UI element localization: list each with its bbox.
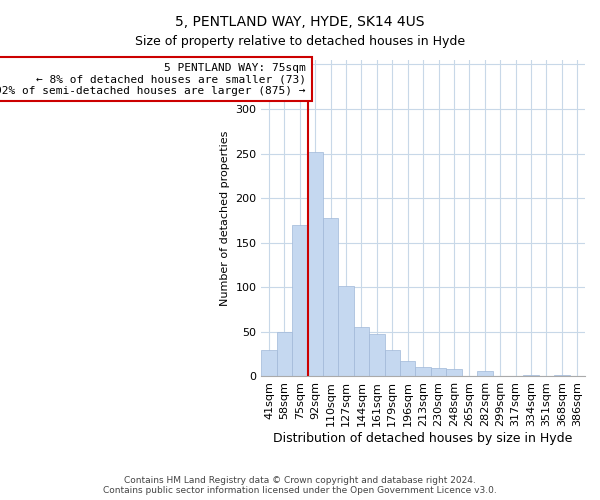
Bar bbox=[477, 371, 493, 376]
Bar bbox=[338, 286, 354, 376]
Bar bbox=[415, 366, 431, 376]
Bar bbox=[261, 350, 277, 376]
Bar bbox=[554, 374, 569, 376]
Bar bbox=[385, 350, 400, 376]
Bar bbox=[446, 370, 461, 376]
Bar bbox=[369, 334, 385, 376]
Bar bbox=[292, 225, 308, 376]
Text: 5 PENTLAND WAY: 75sqm
← 8% of detached houses are smaller (73)
92% of semi-detac: 5 PENTLAND WAY: 75sqm ← 8% of detached h… bbox=[0, 62, 306, 96]
Text: Contains HM Land Registry data © Crown copyright and database right 2024.
Contai: Contains HM Land Registry data © Crown c… bbox=[103, 476, 497, 495]
Bar bbox=[431, 368, 446, 376]
Bar bbox=[308, 152, 323, 376]
Bar bbox=[323, 218, 338, 376]
Bar bbox=[354, 328, 369, 376]
Bar bbox=[400, 362, 415, 376]
Y-axis label: Number of detached properties: Number of detached properties bbox=[220, 130, 230, 306]
X-axis label: Distribution of detached houses by size in Hyde: Distribution of detached houses by size … bbox=[274, 432, 573, 445]
Bar bbox=[523, 374, 539, 376]
Text: Size of property relative to detached houses in Hyde: Size of property relative to detached ho… bbox=[135, 35, 465, 48]
Text: 5, PENTLAND WAY, HYDE, SK14 4US: 5, PENTLAND WAY, HYDE, SK14 4US bbox=[175, 15, 425, 29]
Bar bbox=[277, 332, 292, 376]
